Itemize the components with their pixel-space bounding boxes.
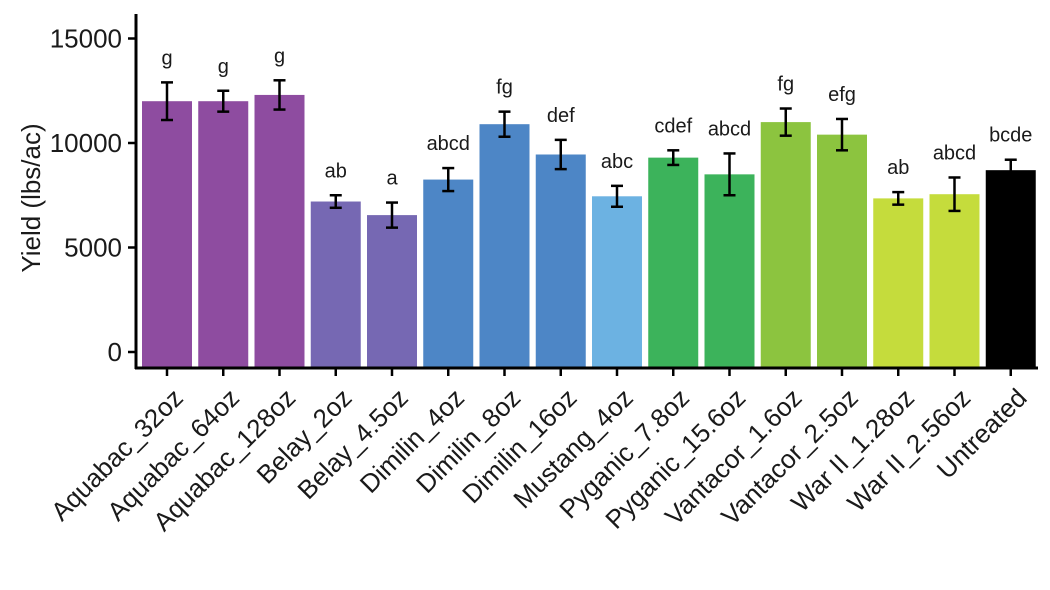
bar-10 <box>704 174 755 368</box>
bar-4 <box>367 215 417 368</box>
bar-1 <box>198 101 249 368</box>
error-bars-layer <box>161 79 1017 229</box>
error-bar-11 <box>779 107 792 137</box>
y-axis-title: Yield (lbs/ac) <box>16 123 46 272</box>
significance-label: abcd <box>708 118 751 140</box>
error-bar-2 <box>273 79 286 111</box>
significance-label: abcd <box>427 133 470 155</box>
y-ticks-layer: 0 5000 10000 15000 <box>50 24 136 367</box>
bars-layer <box>142 94 1036 369</box>
error-bar-6 <box>498 110 511 138</box>
y-tick-label: 0 <box>108 337 122 367</box>
error-bar-7 <box>554 138 567 171</box>
bar-0 <box>142 101 192 368</box>
significance-label: fg <box>496 77 513 99</box>
bar-3 <box>310 201 361 368</box>
bar-9 <box>648 157 699 368</box>
bar-11 <box>760 122 811 368</box>
y-tick-label: 10000 <box>50 128 122 158</box>
bar-2 <box>254 94 305 369</box>
y-tick-label: 15000 <box>50 24 122 54</box>
y-tick-label: 5000 <box>64 233 122 263</box>
error-bar-1 <box>217 89 230 113</box>
error-bar-3 <box>329 194 342 210</box>
significance-label: abcd <box>933 142 976 164</box>
error-bar-12 <box>836 117 848 152</box>
bar-7 <box>535 154 586 368</box>
error-bar-5 <box>442 166 455 193</box>
bar-14 <box>929 194 980 368</box>
error-bar-0 <box>161 81 173 122</box>
significance-label: cdef <box>654 115 692 137</box>
error-bar-4 <box>386 201 398 229</box>
significance-label: a <box>386 168 398 190</box>
significance-label: g <box>274 45 285 67</box>
bar-13 <box>873 198 924 368</box>
bar-6 <box>479 124 530 368</box>
significance-label: fg <box>777 74 794 96</box>
significance-label: g <box>161 47 172 69</box>
significance-label: efg <box>828 84 856 106</box>
bar-8 <box>592 196 642 368</box>
bar-5 <box>423 179 474 368</box>
x-ticks-layer: Aquabac_32ozAquabac_64ozAquabac_128ozBel… <box>45 368 1033 537</box>
error-bar-8 <box>611 184 623 208</box>
significance-label: bcde <box>989 125 1032 147</box>
axes-layer <box>134 14 1038 370</box>
bar-15 <box>985 170 1036 368</box>
significance-label: ab <box>887 157 909 179</box>
significance-label: g <box>218 56 229 78</box>
error-bar-9 <box>667 149 680 167</box>
significance-label: ab <box>325 160 347 182</box>
error-bar-14 <box>948 176 961 213</box>
error-bar-13 <box>892 190 905 206</box>
error-bar-10 <box>723 152 736 197</box>
significance-label: abc <box>601 151 633 173</box>
error-bar-15 <box>1004 158 1017 182</box>
significance-label: def <box>547 105 575 127</box>
bar-12 <box>817 134 867 368</box>
